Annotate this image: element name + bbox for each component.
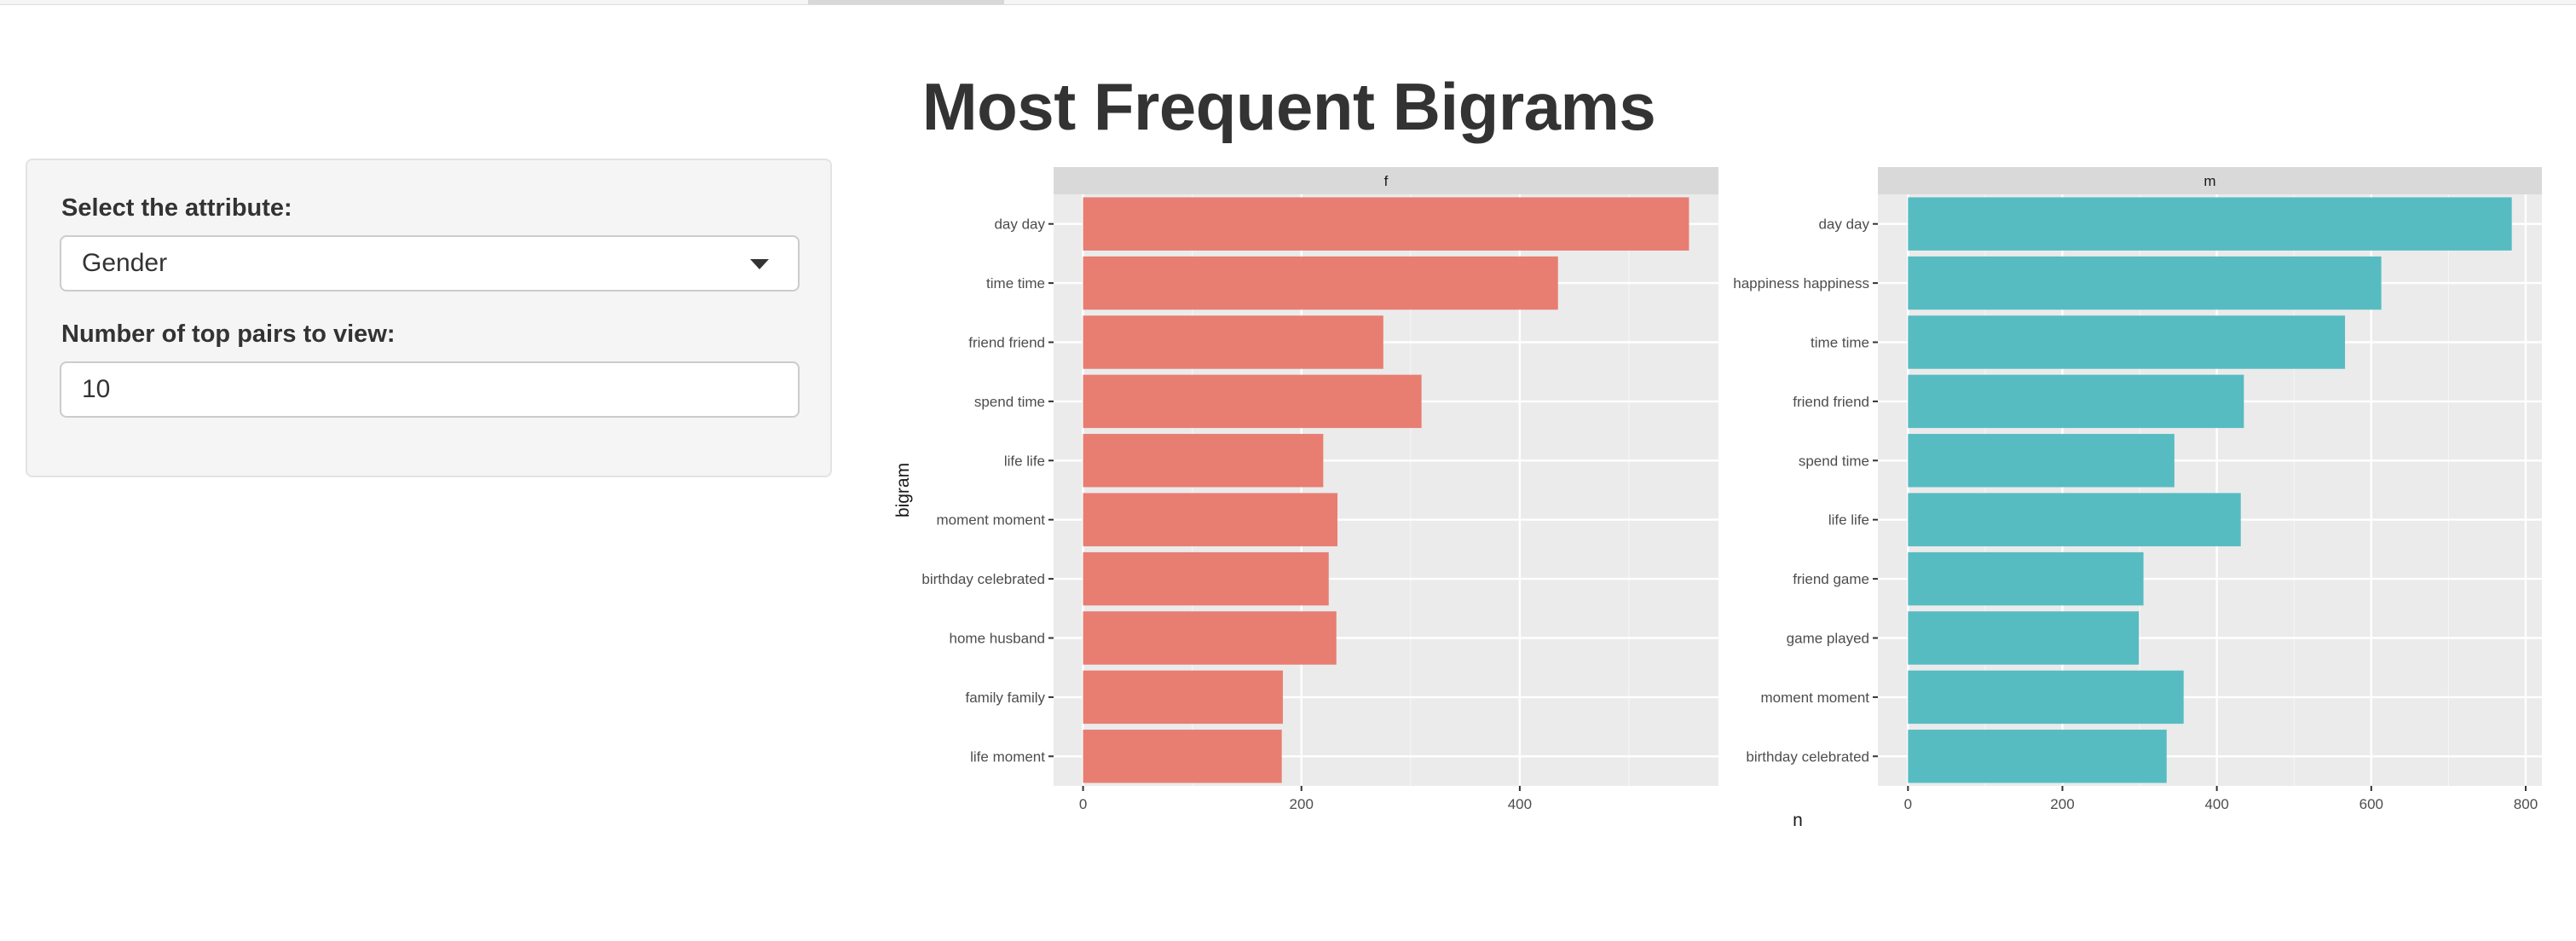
attribute-label: Select the attribute: <box>61 194 292 222</box>
y-axis-title: bigram <box>893 463 913 517</box>
top-nav-bar <box>0 0 2576 5</box>
y-tick-label: life moment <box>970 748 1045 765</box>
y-tick-label: friend game <box>1793 571 1869 587</box>
x-tick-label: 200 <box>1290 796 1314 812</box>
active-tab-indicator[interactable] <box>808 0 1004 4</box>
y-tick-label: birthday celebrated <box>921 571 1045 587</box>
x-axis-title: n <box>1793 811 1803 830</box>
facet-strip-m <box>1878 167 2542 194</box>
x-tick-label: 400 <box>2204 796 2228 812</box>
attribute-select[interactable]: Gender <box>60 235 800 292</box>
facet-strip-label: m <box>2203 173 2215 189</box>
bar-f-3 <box>1083 374 1422 429</box>
sidebar-panel: Select the attribute: Gender Number of t… <box>26 159 832 477</box>
y-tick-label: spend time <box>974 394 1045 410</box>
bar-f-1 <box>1083 256 1558 310</box>
y-tick-label: friend friend <box>968 335 1045 351</box>
bar-m-8 <box>1908 670 2184 725</box>
bar-f-7 <box>1083 611 1337 665</box>
facet-strip-label: f <box>1384 173 1389 189</box>
y-tick-label: time time <box>986 275 1045 292</box>
x-tick-label: 0 <box>1904 796 1912 812</box>
y-tick-label: day day <box>1818 216 1869 233</box>
bar-f-6 <box>1083 551 1329 606</box>
chevron-down-icon <box>750 259 769 269</box>
y-tick-label: family family <box>965 690 1045 706</box>
page-title: Most Frequent Bigrams <box>921 69 1656 144</box>
bar-m-0 <box>1908 197 2512 251</box>
y-tick-label: life life <box>1828 512 1869 528</box>
bar-m-5 <box>1908 493 2241 546</box>
bar-m-3 <box>1908 374 2244 429</box>
y-tick-label: game played <box>1787 631 1869 647</box>
bar-f-9 <box>1083 730 1282 783</box>
pairs-number-input[interactable] <box>60 361 800 418</box>
bar-f-4 <box>1083 434 1324 488</box>
bar-f-8 <box>1083 670 1283 725</box>
bar-f-0 <box>1083 197 1689 251</box>
facet-strip-f <box>1054 167 1718 194</box>
bar-m-6 <box>1908 551 2144 606</box>
y-tick-label: life life <box>1004 453 1045 469</box>
bar-f-5 <box>1083 493 1338 546</box>
bar-m-4 <box>1908 434 2175 488</box>
y-tick-label: home husband <box>950 631 1045 647</box>
bar-m-2 <box>1908 315 2346 369</box>
x-tick-label: 400 <box>1508 796 1532 812</box>
y-tick-label: birthday celebrated <box>1746 748 1869 765</box>
y-tick-label: day day <box>994 216 1045 233</box>
x-tick-label: 800 <box>2514 796 2538 812</box>
pairs-label: Number of top pairs to view: <box>61 320 396 348</box>
x-tick-label: 200 <box>2050 796 2074 812</box>
x-tick-label: 0 <box>1079 796 1087 812</box>
y-tick-label: happiness happiness <box>1733 275 1869 292</box>
bar-m-7 <box>1908 611 2140 665</box>
y-tick-label: moment moment <box>1760 690 1869 706</box>
bar-m-1 <box>1908 256 2382 310</box>
bar-m-9 <box>1908 730 2167 783</box>
bar-f-2 <box>1083 315 1383 369</box>
y-tick-label: friend friend <box>1793 394 1869 410</box>
x-tick-label: 600 <box>2359 796 2383 812</box>
y-tick-label: time time <box>1811 335 1869 351</box>
attribute-select-value: Gender <box>82 249 168 277</box>
y-tick-label: spend time <box>1799 453 1869 469</box>
y-tick-label: moment moment <box>936 512 1045 528</box>
